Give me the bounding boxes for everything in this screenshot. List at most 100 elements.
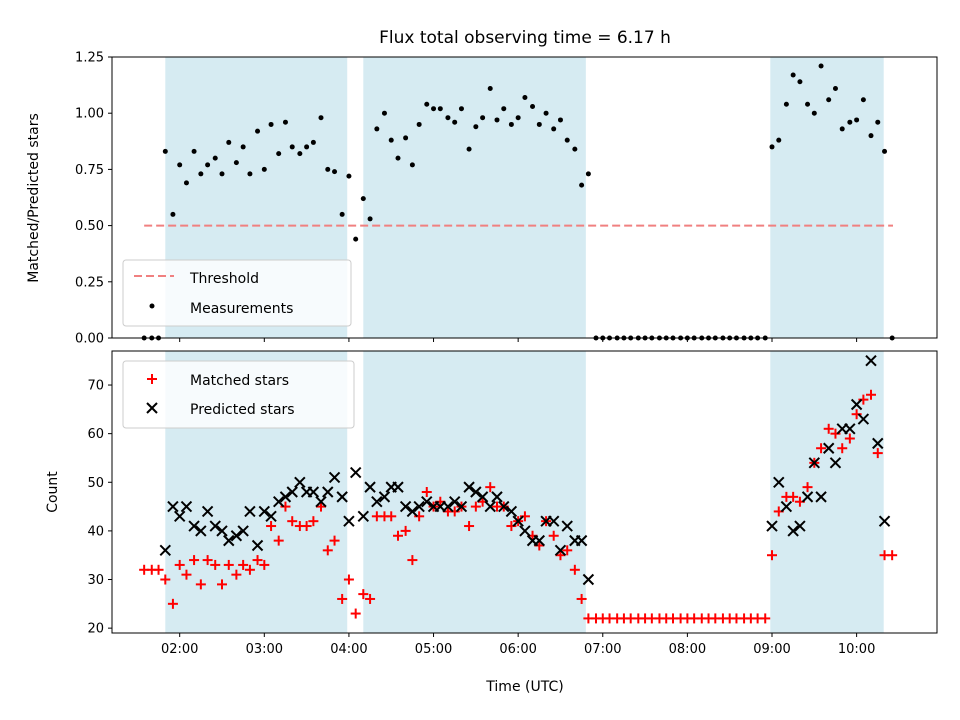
- matched-point: [802, 482, 813, 493]
- measurement-point: [445, 115, 451, 121]
- measurement-point: [162, 148, 168, 154]
- predicted-point: [815, 491, 827, 503]
- measurement-point: [318, 115, 324, 121]
- measurement-point: [501, 106, 507, 112]
- predicted-point: [167, 500, 179, 513]
- measurement-point: [811, 110, 817, 116]
- matched-point: [844, 433, 855, 444]
- predicted-point: [173, 510, 186, 523]
- bottom-y-axis-label: Count: [45, 471, 61, 513]
- predicted-point: [808, 457, 821, 469]
- top-ytick-label: 0.00: [75, 332, 104, 347]
- measurement-point: [783, 101, 789, 107]
- predicted-point: [773, 476, 785, 488]
- measurement-point: [543, 110, 549, 116]
- measurement-point: [882, 148, 888, 154]
- top-x-axis-ticks: [179, 338, 858, 342]
- measurement-point: [585, 171, 591, 177]
- top-panel: 0.00 0.25 0.50 0.75 1.00 1.25 Matched/Predict…: [26, 51, 938, 347]
- measurement-point: [572, 146, 578, 152]
- top-legend-box: [122, 259, 352, 327]
- predicted-point: [844, 423, 856, 435]
- predicted-point: [547, 515, 560, 527]
- measurement-point: [183, 180, 189, 186]
- x-axis-label: Time (UTC): [485, 679, 563, 695]
- measurement-point: [832, 85, 838, 91]
- predicted-point: [484, 500, 496, 513]
- bottom-ytick-label: 20: [87, 622, 104, 637]
- predicted-point: [272, 496, 285, 508]
- measurement-point: [177, 162, 183, 168]
- legend-threshold-label: Threshold: [189, 271, 259, 287]
- matched-point: [851, 409, 862, 420]
- measurement-point: [480, 115, 486, 121]
- predicted-point: [455, 500, 468, 513]
- measurement-point: [564, 137, 570, 143]
- measurement-point: [332, 169, 338, 175]
- matched-point: [329, 535, 340, 546]
- matched-point: [400, 525, 411, 536]
- matched-point: [555, 550, 566, 561]
- matched-point: [548, 530, 559, 541]
- predicted-point: [188, 520, 200, 532]
- measurement-point: [226, 139, 232, 145]
- matched-point: [301, 521, 312, 532]
- measurement-point: [431, 106, 437, 112]
- matched-point: [393, 530, 403, 541]
- bottom-legend: Matched stars Predicted stars: [122, 360, 355, 429]
- matched-point: [259, 559, 270, 570]
- matched-point: [287, 516, 298, 527]
- measurement-point: [854, 117, 860, 123]
- measurement-point: [487, 85, 493, 91]
- predicted-point: [829, 457, 842, 469]
- predicted-point: [364, 481, 376, 493]
- matched-stars-series: [139, 389, 898, 624]
- measurement-point: [191, 148, 197, 154]
- matched-point: [189, 555, 200, 566]
- measurement-point: [536, 121, 542, 127]
- predicted-point: [286, 486, 298, 498]
- top-y-axis: 0.00 0.25 0.50 0.75 1.00 1.25: [75, 51, 112, 347]
- predicted-point: [223, 534, 235, 547]
- matched-point: [485, 482, 496, 493]
- predicted-point: [195, 525, 207, 537]
- measurement-point: [847, 119, 853, 125]
- matched-point: [316, 501, 326, 512]
- bottom-y-axis: 20 30 40 50 60 70: [87, 379, 112, 637]
- measurement-point: [255, 128, 261, 134]
- predicted-point: [315, 496, 327, 508]
- predicted-point: [209, 520, 221, 532]
- matched-point: [386, 511, 397, 522]
- predicted-point: [371, 496, 383, 508]
- matched-point: [837, 443, 848, 454]
- measurement-point: [769, 144, 775, 150]
- matched-point: [569, 564, 580, 575]
- top-y-axis-label: Matched/Predicted stars: [26, 113, 42, 283]
- top-axes-frame: [111, 56, 938, 339]
- predicted-point: [533, 534, 546, 547]
- matched-point: [816, 443, 827, 454]
- predicted-point: [801, 491, 814, 503]
- predicted-point: [237, 525, 249, 537]
- matched-point: [238, 559, 249, 570]
- matched-point: [788, 491, 799, 502]
- measurement-point: [247, 171, 253, 177]
- legend-matched-swatch: [147, 374, 157, 384]
- predicted-point: [865, 355, 877, 367]
- matched-point: [365, 593, 376, 604]
- legend-predicted-swatch: [146, 402, 158, 414]
- matched-point: [160, 574, 171, 585]
- matched-point: [421, 487, 432, 497]
- measurement-point: [268, 121, 274, 127]
- predicted-point: [279, 491, 292, 503]
- matched-point: [470, 501, 481, 512]
- measurement-point: [860, 97, 866, 103]
- measurement-point: [381, 110, 387, 116]
- predicted-point: [406, 505, 419, 518]
- measurement-point: [170, 211, 176, 217]
- measurement-point: [805, 101, 811, 107]
- predicted-point: [244, 505, 256, 518]
- predicted-point: [357, 510, 370, 523]
- matched-point: [195, 579, 206, 590]
- measurement-point: [276, 151, 282, 157]
